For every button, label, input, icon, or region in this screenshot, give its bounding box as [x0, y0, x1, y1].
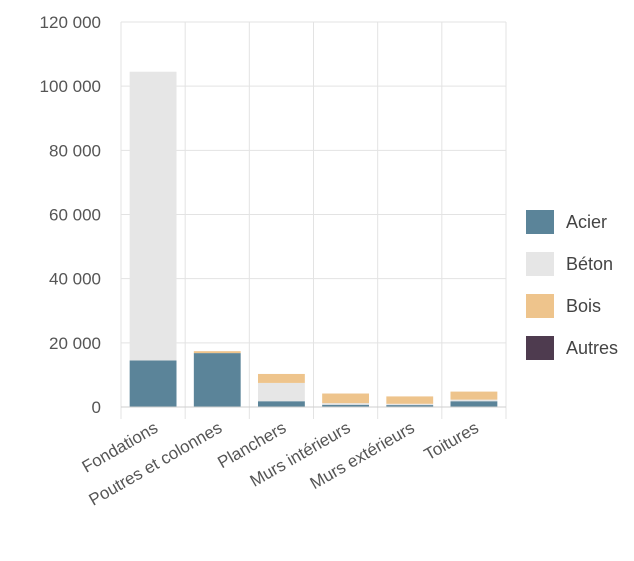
bar-segment-acier [450, 401, 498, 407]
bar-segment-béton [257, 382, 305, 402]
x-tick-label: Toitures [421, 418, 482, 464]
grid-lines [120, 21, 507, 419]
bars [129, 71, 498, 407]
legend-label: Béton [566, 254, 613, 274]
legend-swatch-bois [526, 294, 554, 318]
y-tick-label: 0 [92, 398, 101, 417]
bar-segment-bois [386, 396, 434, 404]
bar-segment-béton [322, 403, 370, 405]
legend-swatch-béton [526, 252, 554, 276]
y-tick-label: 40 000 [49, 270, 101, 289]
legend-swatch-acier [526, 210, 554, 234]
bar-segment-bois [193, 351, 241, 354]
bar-segment-acier [193, 353, 241, 407]
bar-segment-acier [386, 405, 434, 407]
bar-segment-béton [450, 399, 498, 402]
bar-segment-bois [257, 373, 305, 383]
bar-segment-béton [386, 403, 434, 406]
y-tick-label: 100 000 [40, 77, 101, 96]
legend: Acier Béton Bois Autres [526, 210, 618, 360]
y-tick-label: 120 000 [40, 13, 101, 32]
legend-label: Bois [566, 296, 601, 316]
legend-label: Autres [566, 338, 618, 358]
bar-segment-bois [322, 393, 370, 404]
bar-segment-acier [257, 401, 305, 407]
legend-swatch-autres [526, 336, 554, 360]
y-tick-label: 20 000 [49, 334, 101, 353]
bar-segment-béton [129, 71, 177, 361]
bar-segment-acier [129, 360, 177, 407]
bar-segment-acier [322, 404, 370, 407]
legend-label: Acier [566, 212, 607, 232]
y-tick-label: 60 000 [49, 206, 101, 225]
y-axis-ticks: 0 20 000 40 000 60 000 80 000 100 000 120 000 [40, 13, 101, 417]
y-tick-label: 80 000 [49, 141, 101, 160]
bar-segment-bois [450, 391, 498, 400]
